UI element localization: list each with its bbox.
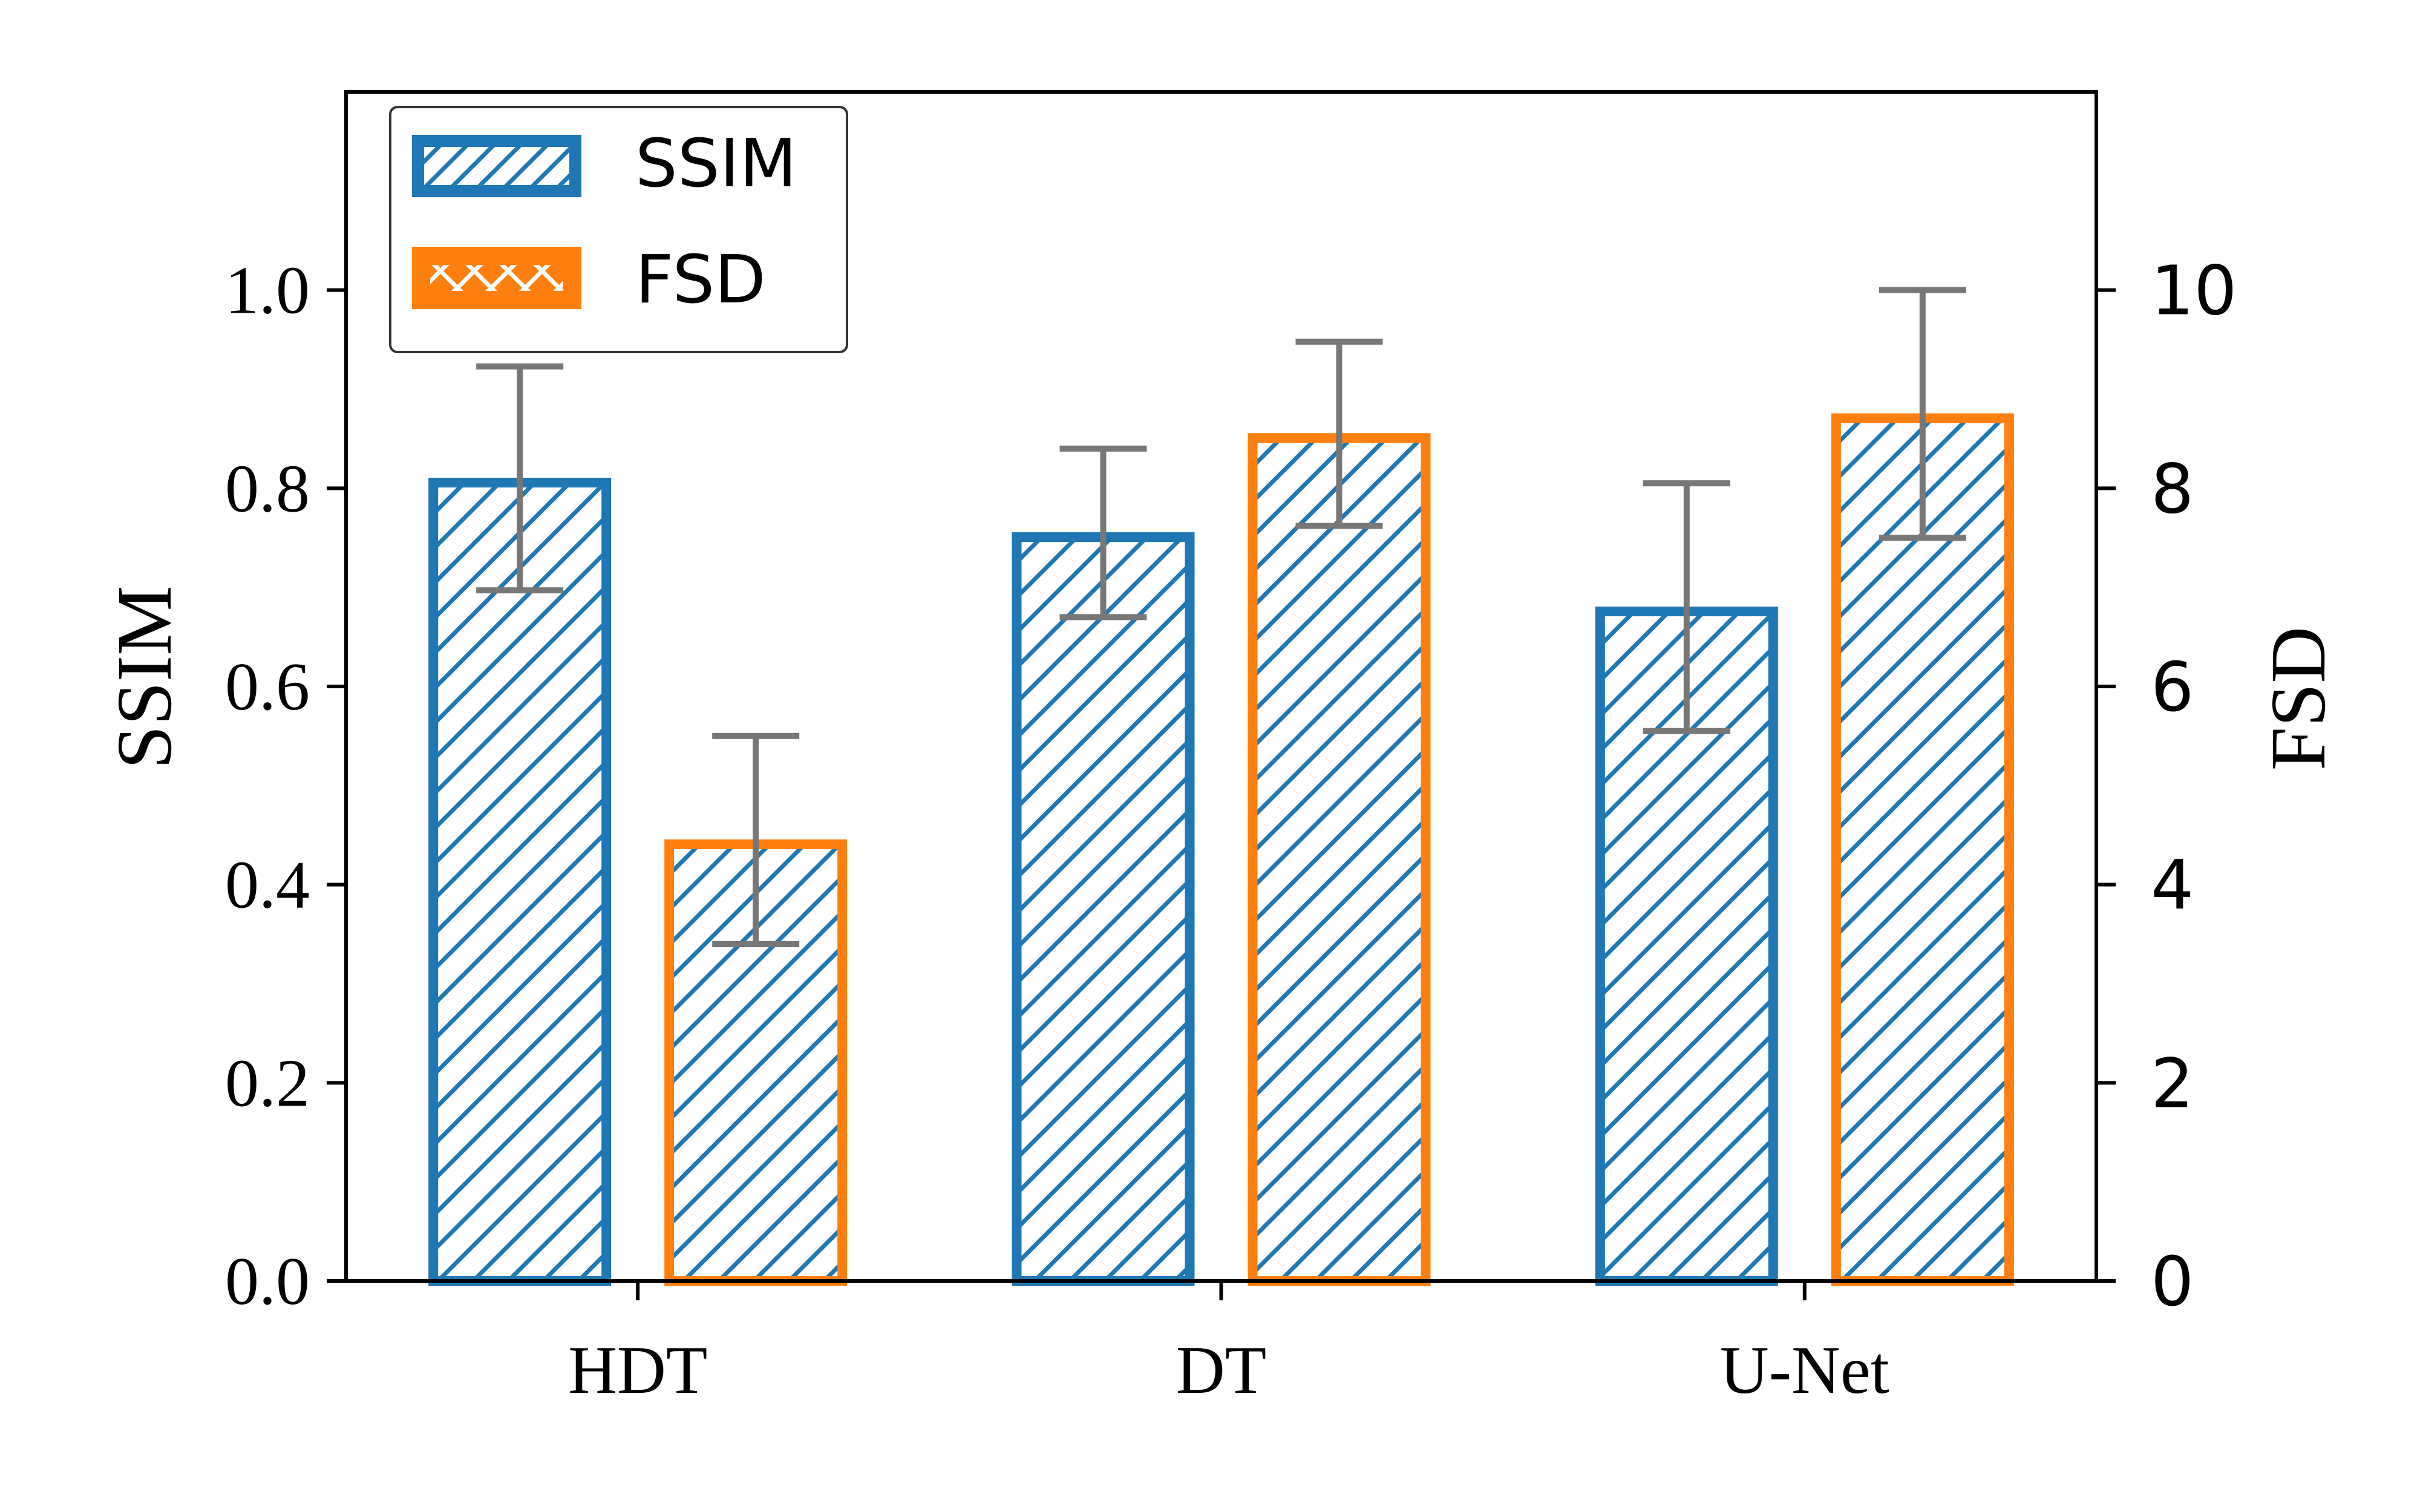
x-tick-label-dt: DT [1176, 1333, 1266, 1408]
y-tick-label-right-2: 4 [2151, 847, 2194, 925]
y-tick-label-left-0: 0.0 [225, 1244, 310, 1319]
y-tick-label-right-5: 10 [2151, 252, 2237, 331]
legend-swatch-ssim [412, 135, 581, 197]
y-tick-label-left-3: 0.6 [225, 650, 310, 725]
y-tick-label-right-1: 2 [2151, 1044, 2194, 1123]
legend-swatch-fsd-hatch [430, 265, 563, 291]
legend: SSIM FSD [389, 106, 848, 353]
y-tick-label-right-4: 8 [2151, 450, 2194, 529]
bar-ssim-hdt [428, 477, 612, 1286]
x-tick-label-u-net: U-Net [1720, 1333, 1889, 1408]
y-tick-label-left-5: 1.0 [225, 253, 310, 328]
plot-area [428, 287, 2014, 1286]
y-tick-label-right-0: 0 [2151, 1243, 2194, 1321]
bar-ssim-dt [1012, 532, 1195, 1286]
bar-fsd-dt [1248, 433, 1431, 1286]
y-tick-label-left-4: 0.8 [225, 451, 310, 526]
plot-frame [344, 90, 2098, 1283]
y-axis-label-left: SSIM [101, 585, 188, 769]
x-tick-label-hdt: HDT [568, 1333, 707, 1408]
y-tick-label-right-3: 6 [2151, 648, 2194, 727]
axes: HDT DT U-Net 0.0 0.2 0.4 0.6 0.8 1.0 0 2 4 6 8 10 [225, 90, 2237, 1408]
legend-label-fsd: FSD [635, 241, 766, 318]
legend-label-ssim: SSIM [635, 125, 797, 202]
bar-fsd-u-net [1831, 413, 2014, 1286]
y-axis-label-right: FSD [2255, 627, 2342, 771]
y-tick-label-left-1: 0.2 [225, 1046, 310, 1121]
y-tick-label-left-2: 0.4 [225, 848, 310, 923]
